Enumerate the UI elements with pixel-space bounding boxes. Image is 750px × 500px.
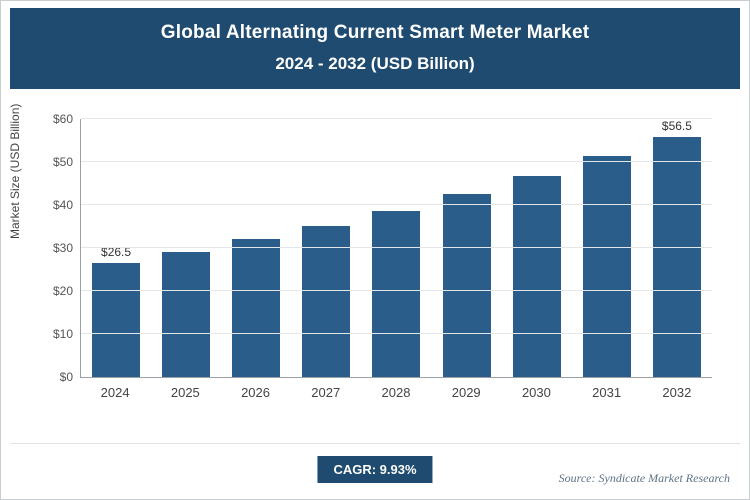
- y-axis-label: Market Size (USD Billion): [8, 103, 22, 239]
- bar-value-label: $26.5: [101, 245, 132, 260]
- x-tick-label: 2031: [592, 385, 622, 400]
- bar-cell: [151, 119, 221, 377]
- bar: [372, 210, 421, 377]
- x-tick-label: 2030: [521, 385, 551, 400]
- bar: [162, 251, 211, 377]
- bar: [582, 155, 631, 377]
- bar-value-label: $56.5: [661, 119, 692, 133]
- source-attribution: Source: Syndicate Market Research: [558, 471, 730, 485]
- bar-cell: $56.5: [642, 119, 712, 377]
- y-tick-label: $40: [52, 198, 73, 212]
- gridline: [81, 333, 712, 334]
- chart-footer: CAGR: 9.93% Source: Syndicate Market Res…: [10, 443, 740, 492]
- bar: [512, 175, 561, 377]
- y-tick-label: $20: [52, 284, 73, 298]
- x-axis-labels: 2024 2025 2026 2027 2028 2029 2030 2031 2032: [80, 385, 712, 400]
- gridline: [81, 290, 712, 291]
- bar-cell: [432, 119, 502, 377]
- chart-title-line1: Global Alternating Current Smart Meter M…: [160, 22, 590, 43]
- x-tick-label: 2025: [170, 385, 200, 400]
- x-tick-label: 2027: [311, 385, 341, 400]
- cagr-badge: CAGR: 9.93%: [317, 456, 433, 483]
- x-tick-label: 2029: [451, 385, 481, 400]
- chart-area: Market Size (USD Billion) $26.5 $56.5 $0 $…: [8, 104, 740, 429]
- bar-cell: [502, 119, 572, 377]
- x-tick-label: 2024: [100, 385, 130, 400]
- gridline: [81, 247, 712, 248]
- y-tick-label: $50: [52, 155, 73, 169]
- y-tick-label: $60: [52, 112, 73, 126]
- x-tick-label: 2032: [662, 385, 692, 400]
- bar-series: $26.5 $56.5: [81, 119, 712, 377]
- bar-cell: [572, 119, 642, 377]
- y-tick-label: $30: [52, 241, 73, 255]
- bar: [302, 225, 351, 377]
- bar: [232, 239, 281, 377]
- x-tick-label: 2026: [241, 385, 270, 400]
- gridline: [81, 118, 712, 119]
- bar-cell: [361, 119, 431, 377]
- bar: [92, 263, 141, 377]
- gridline: [81, 204, 712, 205]
- bar-cell: [291, 119, 361, 377]
- bar: [652, 137, 701, 377]
- chart-header: Global Alternating Current Smart Meter M…: [10, 8, 740, 89]
- y-tick-label: $0: [59, 370, 73, 384]
- x-tick-label: 2028: [381, 385, 411, 400]
- plot-area: $26.5 $56.5 $0 $10 $20 $30 $40 $50 $60: [53, 112, 712, 384]
- y-tick-label: $10: [52, 327, 73, 341]
- gridline: [81, 161, 712, 162]
- bar-cell: [221, 119, 291, 377]
- bar: [442, 194, 491, 377]
- chart-title-line2: 2024 - 2032 (USD Billion): [275, 54, 475, 73]
- bar-cell: $26.5: [81, 119, 151, 377]
